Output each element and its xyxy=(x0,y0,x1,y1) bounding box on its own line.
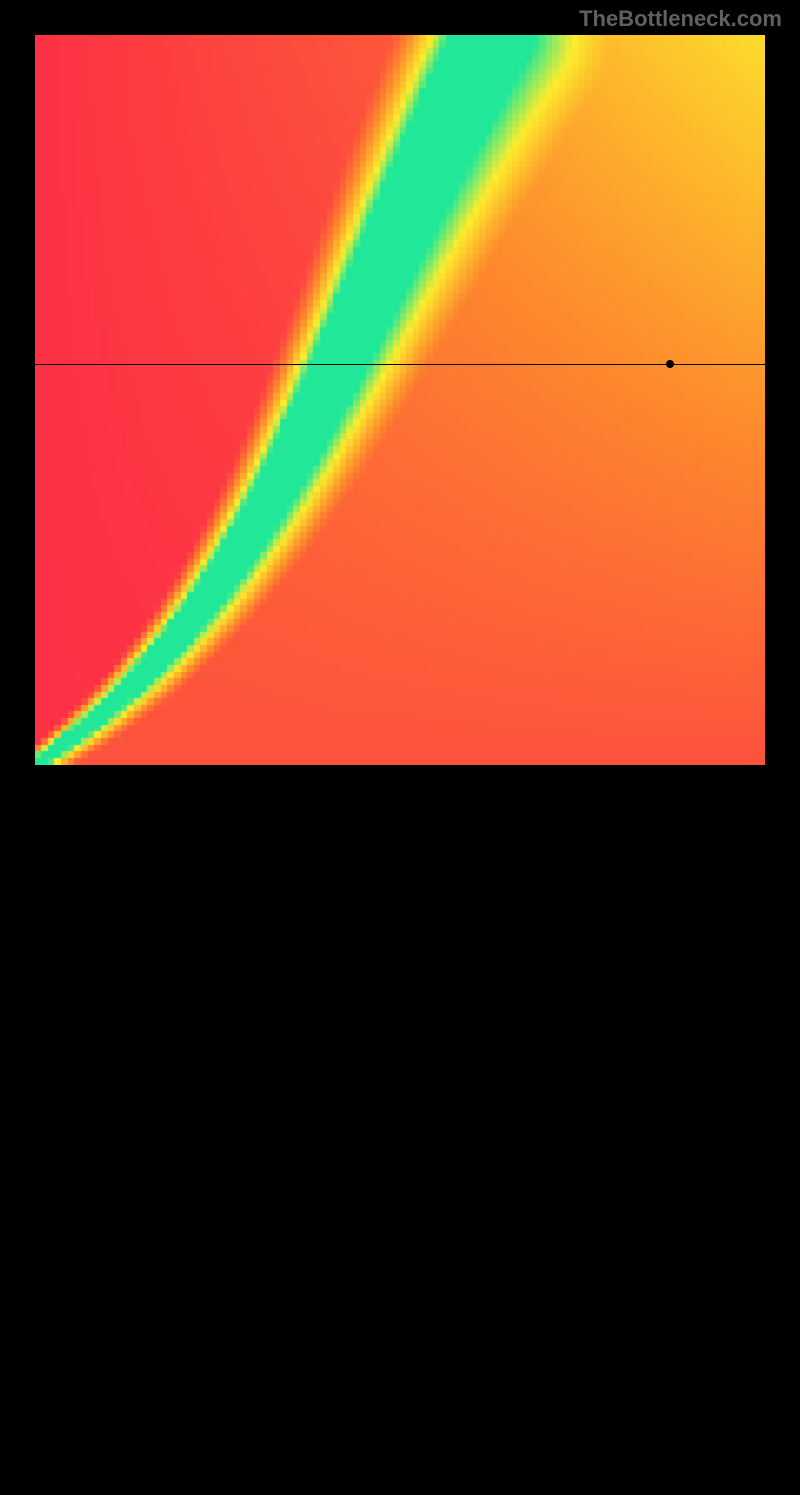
watermark-text: TheBottleneck.com xyxy=(579,6,782,32)
chart-container: TheBottleneck.com xyxy=(0,0,800,800)
data-point-marker xyxy=(666,360,674,368)
plot-area xyxy=(35,35,765,765)
crosshair-horizontal xyxy=(35,364,765,365)
crosshair-vertical xyxy=(670,765,671,1495)
heatmap-canvas xyxy=(35,35,765,765)
